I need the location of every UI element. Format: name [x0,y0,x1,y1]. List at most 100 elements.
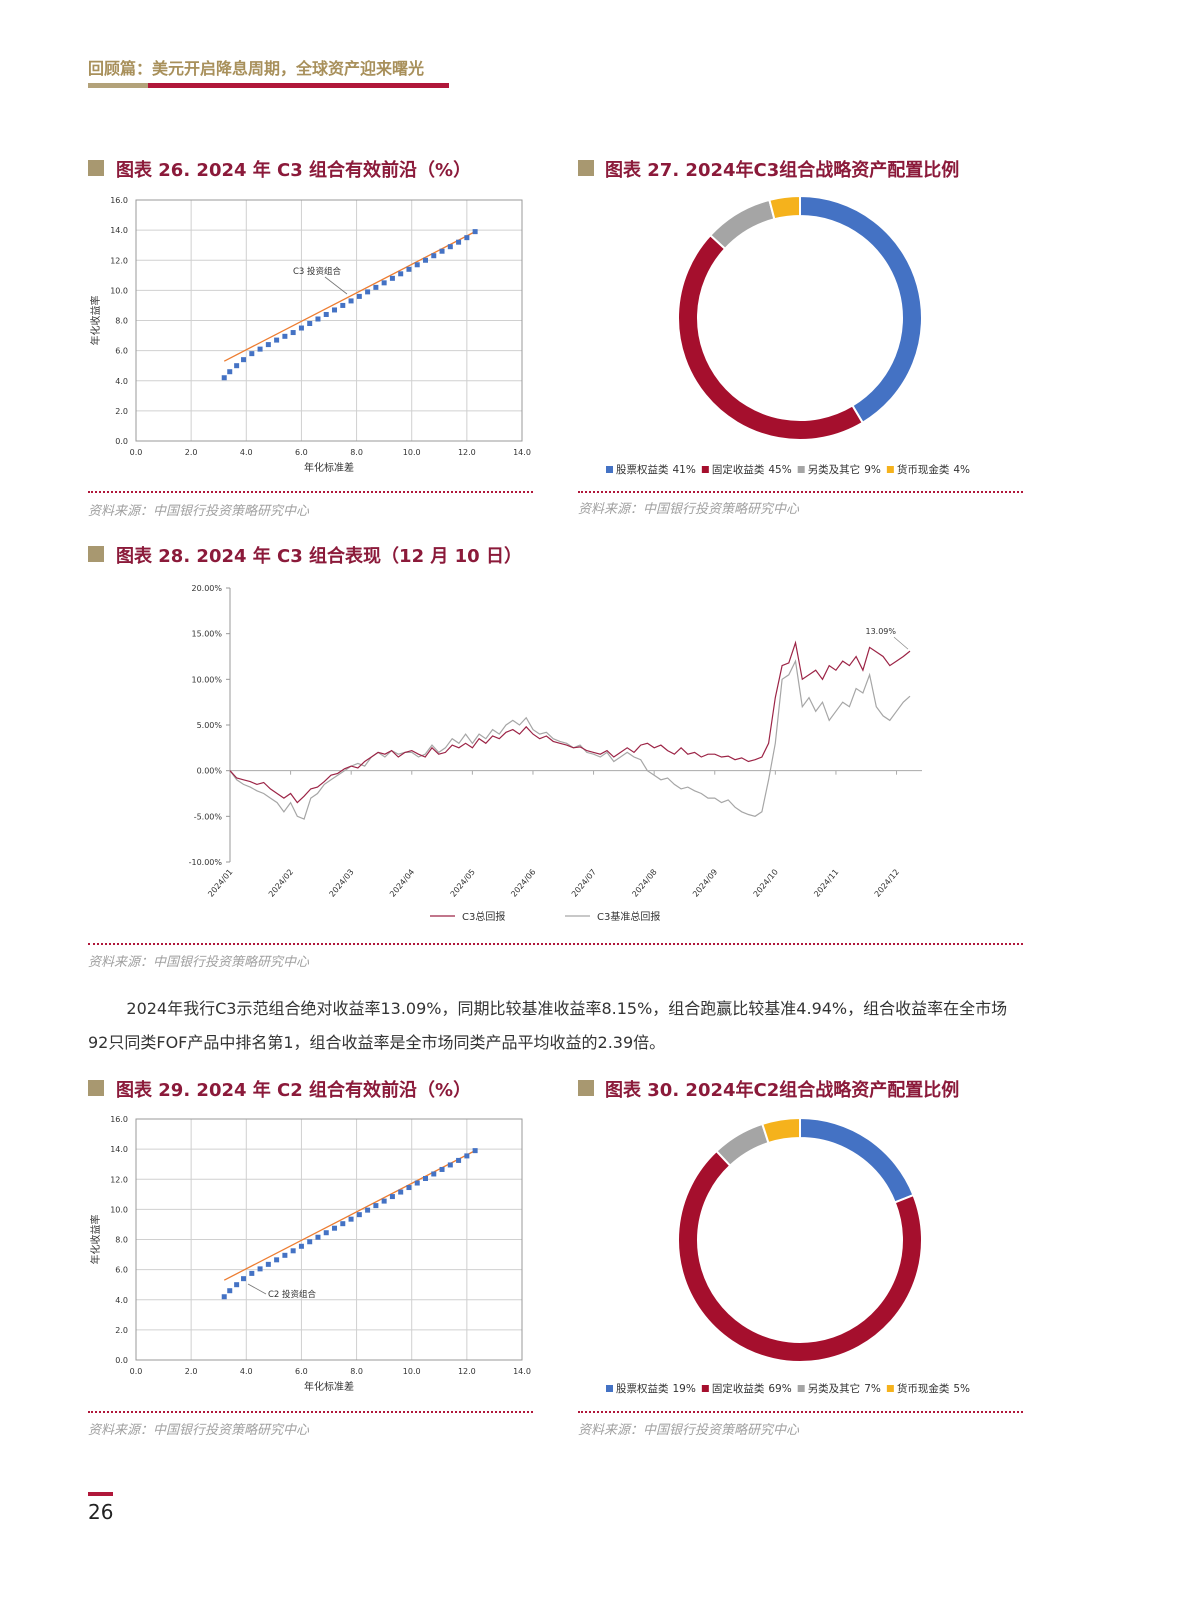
source: 资料来源：中国银行投资策略研究中心 [88,1423,310,1438]
frontier-point [431,1171,437,1177]
header-bar [88,83,148,88]
legend-name: 货币现金类 [897,463,950,476]
figure-title: 图表 28. 2024 年 C3 组合表现（12 月 10 日） [116,546,522,567]
x-tick-label: 2024/06 [509,868,537,899]
legend-name: 另类及其它 [808,463,861,476]
title-square [578,1080,594,1096]
legend-swatch [797,466,805,473]
title-square [88,546,104,562]
y-tick-label: 6.0 [115,1266,128,1275]
frontier-point [282,1252,288,1258]
legend-name: 固定收益类 [712,1382,765,1395]
chart: -10.00% -5.00% 0.00% 5.00% 10.00% 15.00% 20.00… [189,584,922,923]
frontier-point [398,271,404,277]
y-tick-label: 14.0 [110,1145,128,1154]
frontier-point [406,1185,412,1191]
y-tick-label: 10.0 [110,286,128,295]
frontier-point [431,253,437,259]
frontier-point [340,302,346,308]
x-tick-label: 2024/07 [570,868,598,899]
frontier-point [406,266,412,272]
x-tick-label: 4.0 [240,448,253,457]
legend-swatch [886,1385,894,1392]
x-tick-label: 2024/02 [267,868,295,899]
frontier-point [439,248,445,254]
y-tick-label: 12.0 [110,1175,128,1184]
legend-value: 4% [953,464,970,476]
annotation: C3 投资组合 [293,266,342,277]
y-tick-label: 10.00% [191,675,222,684]
annotation-leader [247,1283,267,1295]
x-tick-label: 0.0 [130,448,143,457]
y-tick-label: 16.0 [110,196,128,205]
frontier-point [307,1239,313,1245]
legend-value: 69% [768,1383,791,1395]
frontier-point [274,337,280,343]
page-number-bar [88,1492,113,1496]
legend-name: 货币现金类 [897,1382,950,1395]
y-tick-label: 0.0 [115,437,128,446]
frontier-point [221,375,227,381]
frontier-point [234,363,240,369]
header-bar [148,83,449,88]
legend-label: 股票权益类 19% [616,1382,696,1395]
y-tick-label: 12.0 [110,256,128,265]
y-tick-label: 4.0 [115,377,128,386]
y-tick-label: 20.00% [191,584,222,593]
legend-label: 另类及其它 7% [808,1382,881,1395]
frontier-point [423,257,428,263]
divider [578,1411,1023,1413]
frontier-point [290,330,296,336]
title-square [578,160,594,176]
chart: 0.0 2.0 4.0 6.0 8.0 10.0 12.0 14.0 16.0 0.0 2.0 4.0… [89,1115,531,1393]
frontier-point [456,239,462,245]
legend-label: C3总回报 [462,910,505,923]
frontier-point [356,1212,362,1218]
y-tick-label: 6.0 [115,347,128,356]
legend-name: 股票权益类 [616,463,669,476]
source: 资料来源：中国银行投资策略研究中心 [578,1423,800,1438]
legend-value: 19% [673,1383,696,1395]
legend-name: 固定收益类 [712,463,765,476]
x-tick-label: 6.0 [295,448,308,457]
legend-label: 货币现金类 4% [897,463,970,476]
title-square [88,1080,104,1096]
chart: 0.0 2.0 4.0 6.0 8.0 10.0 12.0 14.0 16.0 0.0 2.0 4.0… [89,196,531,474]
x-tick-label: 14.0 [513,1367,531,1376]
x-tick-label: 2024/12 [873,868,901,899]
x-tick-label: 14.0 [513,448,531,457]
frontier-point [439,1166,445,1172]
legend-value: 5% [953,1383,970,1395]
y-axis-title: 年化收益率 [89,1215,102,1265]
x-tick-label: 12.0 [458,448,476,457]
x-tick-label: 10.0 [403,448,421,457]
figure-title: 图表 27. 2024年C3组合战略资产配置比例 [605,160,960,181]
x-tick-label: 2024/11 [812,868,840,899]
plot-frame [135,1118,523,1361]
frontier-point [414,262,420,268]
legend-swatch [701,1385,709,1392]
frontier-point [340,1221,346,1227]
divider [88,943,1023,945]
frontier-point [315,316,321,322]
frontier-point [298,1243,304,1249]
paragraph: 2024年我行C3示范组合绝对收益率13.09%，同期比较基准收益率8.15%，… [88,999,1008,1052]
x-tick-label: 8.0 [350,448,363,457]
legend-label: 股票权益类 41% [616,463,696,476]
legend-swatch [886,466,894,473]
frontier-point [464,235,470,241]
y-tick-label: -10.00% [189,858,223,867]
frontier-point [315,1234,321,1240]
y-tick-label: 0.0 [115,1356,128,1365]
y-axis-title: 年化收益率 [89,296,102,346]
legend-label: 固定收益类 69% [712,1382,792,1395]
frontier-point [447,1162,453,1168]
frontier-point [274,1257,280,1263]
legend-swatch [606,1385,613,1392]
label-leader [893,636,909,650]
x-tick-label: 2.0 [185,1367,198,1376]
series-line [229,659,911,820]
legend-value: 41% [673,464,696,476]
x-tick-label: 0.0 [130,1367,143,1376]
divider [88,491,533,493]
